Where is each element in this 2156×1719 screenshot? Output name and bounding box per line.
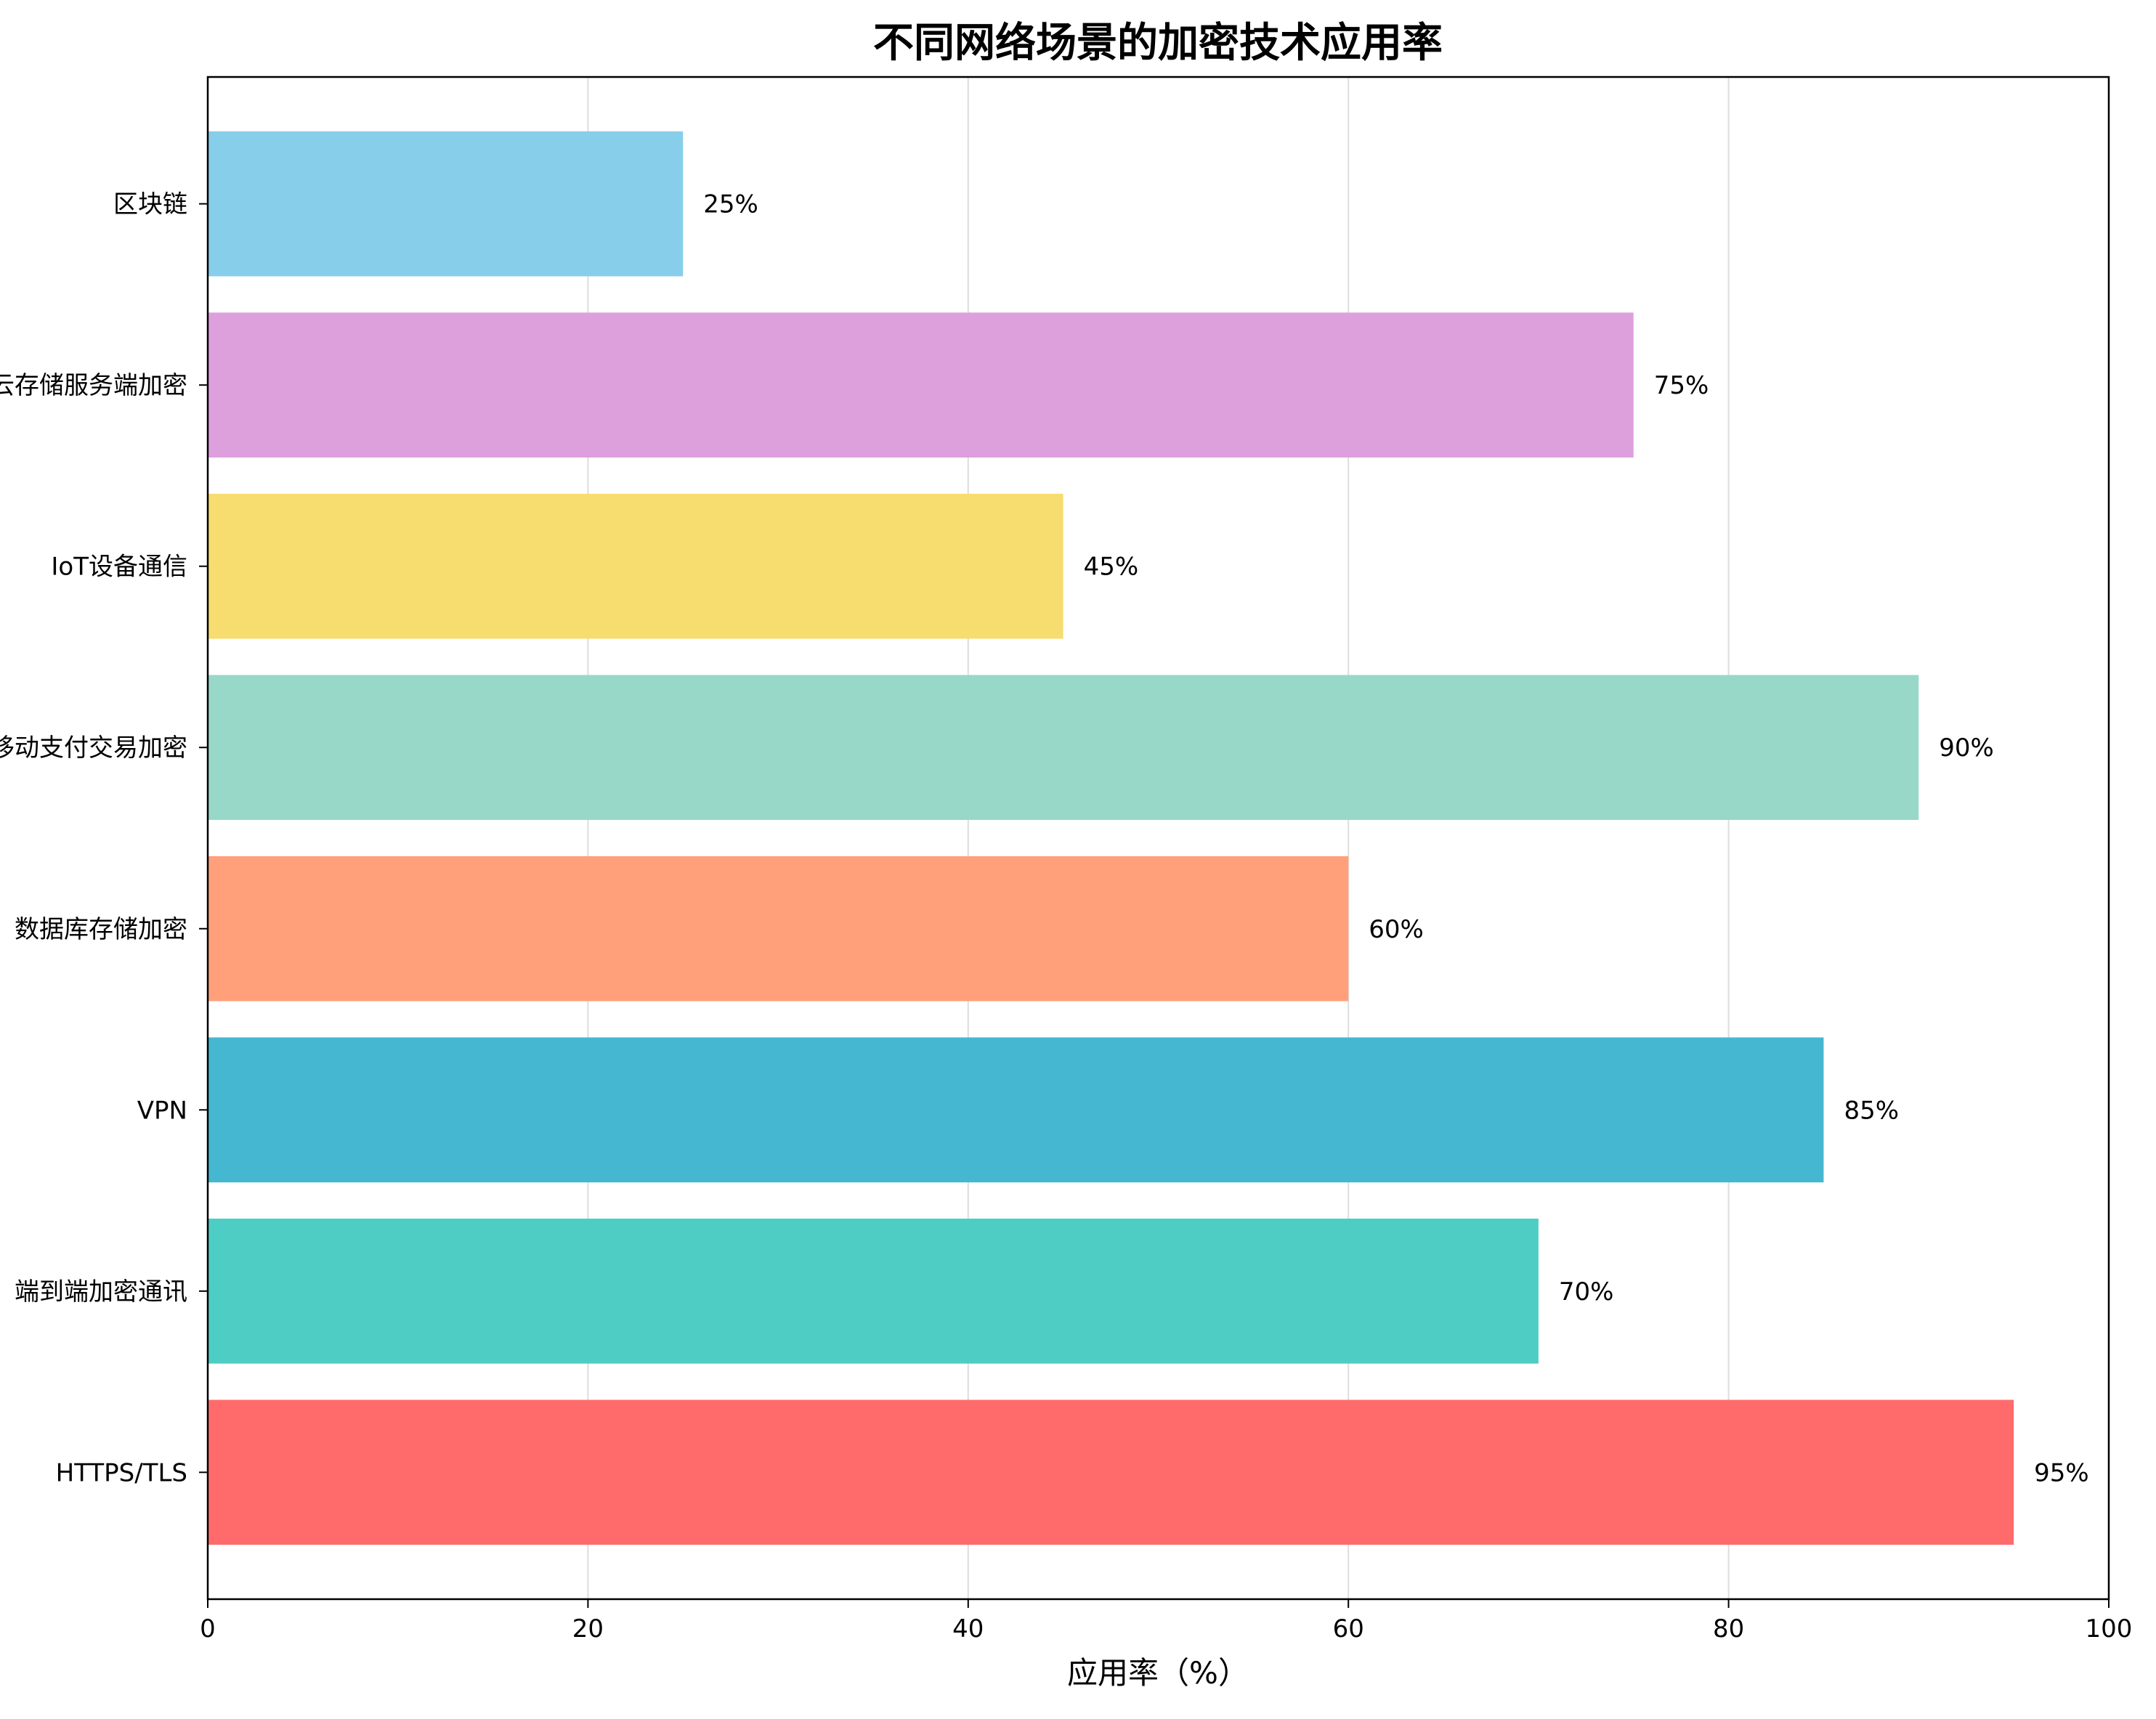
bar-value-label: 90% (1939, 733, 1994, 763)
bar (208, 856, 1349, 1001)
bar-value-label: 45% (1084, 553, 1139, 582)
bar (208, 1037, 1824, 1183)
x-axis: 0 20 40 60 80 100 (200, 1599, 2132, 1643)
bar-value-label: 70% (1559, 1277, 1614, 1306)
x-tick-label: 0 (200, 1614, 216, 1643)
x-tick-label: 100 (2086, 1614, 2133, 1643)
y-tick-label: 区块链 (113, 190, 187, 219)
x-tick-label: 60 (1333, 1614, 1364, 1643)
x-axis-label: 应用率（%） (1067, 1655, 1249, 1691)
bar-value-label: 75% (1654, 371, 1709, 400)
y-tick-label: 云存储服务端加密 (0, 371, 187, 400)
bar-value-label: 25% (703, 190, 758, 219)
bars (208, 131, 2014, 1545)
x-tick-label: 40 (952, 1614, 984, 1643)
x-tick-label: 20 (572, 1614, 604, 1643)
grid-lines (587, 77, 1730, 1599)
value-labels: 95% 70% 85% 60% 90% 45% 75% 25% (703, 190, 2088, 1488)
bar-value-label: 95% (2034, 1458, 2089, 1487)
y-axis: HTTPS/TLS 端到端加密通讯 VPN 数据库存储加密 移动支付交易加密 IoT设备通… (0, 190, 208, 1487)
bar (208, 1399, 2014, 1545)
y-tick-label: IoT设备通信 (51, 553, 187, 582)
bar-value-label: 60% (1369, 915, 1424, 944)
bar (208, 131, 684, 277)
y-tick-label: 端到端加密通讯 (15, 1277, 187, 1306)
y-tick-label: 数据库存储加密 (15, 915, 187, 944)
bar (208, 312, 1634, 458)
bar (208, 675, 1919, 821)
y-tick-label: 移动支付交易加密 (0, 733, 187, 763)
bar-value-label: 85% (1844, 1096, 1899, 1125)
y-tick-label: VPN (137, 1096, 187, 1125)
bar (208, 493, 1063, 639)
bar (208, 1219, 1539, 1364)
chart-title: 不同网络场景的加密技术应用率 (873, 20, 1443, 67)
x-tick-label: 80 (1713, 1614, 1744, 1643)
plot-frame (206, 76, 2110, 1601)
y-tick-label: HTTPS/TLS (56, 1458, 187, 1487)
